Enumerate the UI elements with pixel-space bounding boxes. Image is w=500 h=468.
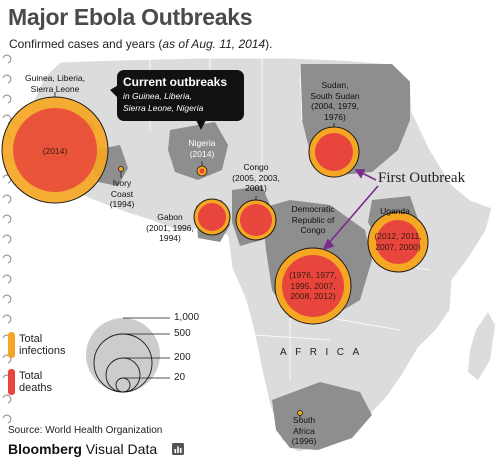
legend-size-scale bbox=[86, 317, 170, 393]
label-ivory-coast-name-1: Ivory bbox=[112, 178, 132, 188]
label-gabon: Gabon (2001, 1996, 1994) bbox=[140, 212, 200, 244]
bubble-sudan bbox=[308, 126, 360, 178]
page-title: Major Ebola Outbreaks bbox=[8, 4, 253, 30]
label-drc-years-3: 2008, 2012) bbox=[290, 291, 336, 301]
page-subtitle: Confirmed cases and years (as of Aug. 11… bbox=[9, 37, 273, 51]
legend-deaths-line-2: deaths bbox=[19, 382, 53, 394]
brand-logo: Bloomberg Visual Data bbox=[8, 441, 157, 457]
legend-swatches bbox=[8, 332, 15, 395]
label-guinea-name-1: Guinea, Liberia, bbox=[25, 73, 86, 83]
legend-infections-line-1: Total bbox=[19, 333, 43, 345]
bubble-ivory-coast bbox=[118, 166, 124, 172]
label-south-africa-years: (1996) bbox=[291, 436, 317, 446]
source-note: Source: World Health Organization bbox=[8, 425, 163, 436]
label-gabon-name: Gabon bbox=[157, 212, 183, 222]
legend-scale-500: 500 bbox=[174, 328, 191, 339]
label-uganda-years-2: 2007, 2000) bbox=[375, 241, 421, 252]
label-drc-name-2: Republic of bbox=[291, 214, 335, 225]
label-drc-years-1: (1976, 1977, bbox=[289, 270, 337, 280]
label-drc: Democratic Republic of Congo bbox=[280, 204, 346, 236]
label-sudan-years-2: 1976) bbox=[324, 111, 346, 122]
legend-scale-20: 20 bbox=[174, 372, 186, 383]
label-congo: Congo (2005, 2003, 2001) bbox=[226, 162, 286, 194]
bubble-gabon bbox=[193, 198, 231, 236]
leader-lines bbox=[54, 92, 335, 420]
label-ivory-coast-years: (1994) bbox=[109, 199, 135, 209]
brand-bold: Bloomberg bbox=[8, 441, 82, 457]
region-label-africa: AFRICA bbox=[280, 347, 368, 358]
label-nigeria: Nigeria (2014) bbox=[182, 138, 222, 159]
label-drc-name-1: Democratic bbox=[291, 204, 335, 214]
label-ivory-coast: Ivory Coast (1994) bbox=[104, 178, 140, 210]
callout-heading: Current outbreaks bbox=[123, 75, 228, 89]
bubble-uganda bbox=[367, 211, 429, 273]
madagascar bbox=[468, 312, 495, 380]
label-congo-years-1: (2005, 2003, bbox=[232, 172, 280, 183]
bubble-congo bbox=[235, 199, 277, 241]
label-guinea-years: (2014) bbox=[42, 146, 68, 156]
legend-scale-1000: 1,000 bbox=[174, 312, 200, 323]
bubble-guinea bbox=[1, 96, 109, 204]
label-sudan-name-1: Sudan, bbox=[321, 80, 349, 90]
label-sudan: Sudan, South Sudan (2004, 1979, 1976) bbox=[303, 80, 367, 122]
label-uganda-years: (2012, 2011, 2007, 2000) bbox=[368, 231, 428, 252]
label-congo-years-2: 2001) bbox=[245, 183, 267, 193]
label-guinea: Guinea, Liberia, Sierra Leone bbox=[25, 73, 85, 94]
legend-deaths: Total deaths bbox=[19, 370, 52, 394]
legend-scale-200: 200 bbox=[174, 352, 191, 363]
label-nigeria-name: Nigeria bbox=[188, 138, 216, 148]
first-outbreak-arrows bbox=[322, 169, 379, 251]
legend-infections: Total infections bbox=[19, 333, 65, 357]
label-drc-name-3: Congo bbox=[300, 225, 326, 235]
legend-infections-line-2: infections bbox=[19, 345, 66, 357]
label-south-africa-name-2: Africa bbox=[293, 425, 315, 436]
callout-line-2: Sierra Leone, Nigeria bbox=[123, 103, 204, 113]
label-sudan-years-1: (2004, 1979, bbox=[311, 101, 359, 111]
country-south-africa bbox=[272, 382, 372, 450]
callout-pointer-right bbox=[196, 120, 206, 130]
label-drc-years: (1976, 1977, 1995, 2007, 2008, 2012) bbox=[281, 270, 345, 302]
country-nigeria bbox=[168, 122, 228, 180]
label-uganda-years-1: (2012, 2011, bbox=[374, 231, 422, 241]
label-sudan-name-2: South Sudan bbox=[310, 90, 360, 101]
label-congo-name: Congo bbox=[243, 162, 269, 172]
brand-regular: Visual Data bbox=[81, 441, 158, 457]
legend-deaths-line-1: Total bbox=[19, 370, 43, 382]
first-outbreak-annotation: First Outbreak bbox=[378, 170, 466, 186]
bubble-nigeria bbox=[196, 165, 208, 177]
label-south-africa-name-1: South bbox=[292, 415, 316, 425]
bar-chart-icon bbox=[172, 443, 184, 455]
spiral-binding bbox=[2, 54, 12, 424]
label-south-africa: South Africa (1996) bbox=[284, 415, 324, 447]
label-uganda: Uganda bbox=[380, 206, 410, 216]
current-outbreaks-callout: Current outbreaks in Guinea, Liberia, Si… bbox=[117, 70, 244, 121]
bubble-drc bbox=[274, 247, 352, 325]
label-ivory-coast-name-2: Coast bbox=[110, 188, 134, 199]
label-gabon-years-1: (2001, 1996, bbox=[146, 222, 194, 233]
label-guinea-name-2: Sierra Leone bbox=[30, 83, 80, 94]
label-drc-years-2: 1995, 2007, bbox=[290, 280, 336, 291]
callout-line-1: in Guinea, Liberia, bbox=[123, 91, 192, 101]
label-nigeria-years: (2014) bbox=[189, 148, 215, 159]
label-gabon-years-2: 1994) bbox=[159, 233, 181, 243]
